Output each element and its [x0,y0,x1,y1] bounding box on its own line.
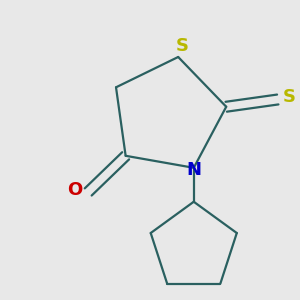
Text: S: S [176,37,189,55]
Text: N: N [186,161,201,179]
Text: S: S [283,88,296,106]
Text: O: O [67,181,82,199]
